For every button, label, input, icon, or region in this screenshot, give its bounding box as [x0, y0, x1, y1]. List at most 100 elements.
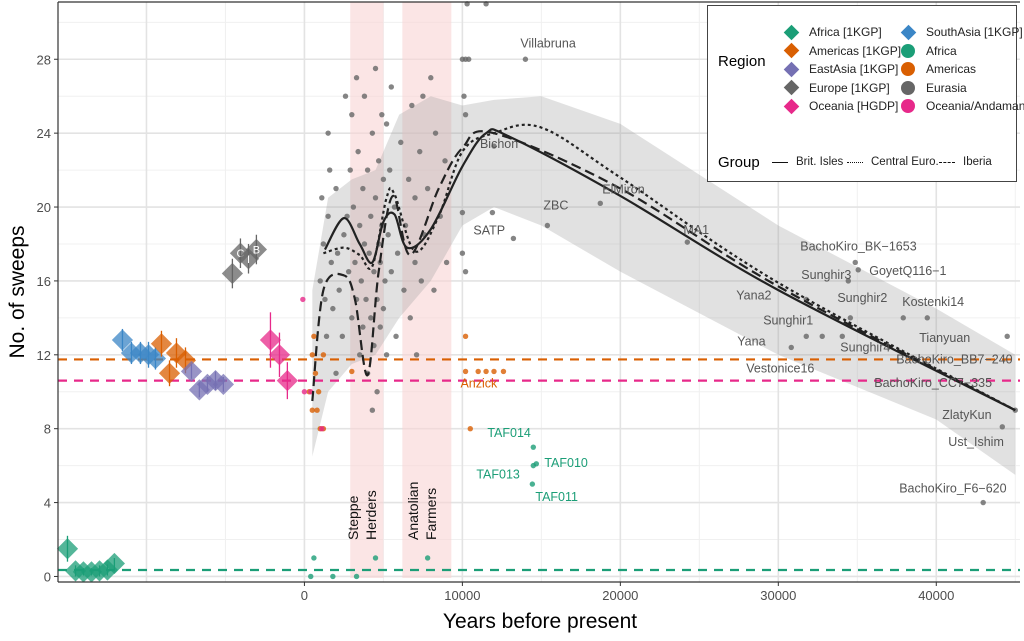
- point-eurasia: [1004, 333, 1010, 340]
- point-eurasia: [323, 333, 330, 340]
- legend-group-item: Central Euro.: [841, 156, 939, 168]
- circle-icon: [898, 60, 918, 78]
- point-eurasia: [333, 370, 339, 376]
- point-africa: [330, 573, 336, 580]
- point-eurasia: [417, 148, 423, 155]
- period-label: Anatolian: [405, 482, 421, 540]
- point-americas: [311, 333, 317, 340]
- point-eurasia: [347, 167, 353, 173]
- point-eurasia: [375, 158, 382, 164]
- annotation-label: Ust_Ishim: [948, 435, 1004, 449]
- x-axis-title: Years before present: [443, 610, 637, 633]
- legend-item-label: Eurasia: [926, 80, 967, 95]
- legend-group-label: Central Euro.: [871, 156, 939, 168]
- point-eurasia: [350, 204, 357, 210]
- annotation-label: TAF014: [487, 426, 531, 440]
- x-tick-label: 20000: [602, 588, 638, 603]
- point-eurasia: [489, 209, 496, 216]
- annotation-label: Anzick: [460, 376, 498, 390]
- point-eurasia: [383, 352, 390, 358]
- y-tick-label: 4: [44, 496, 51, 511]
- legend-item-label: Americas [1KGP]: [809, 43, 902, 58]
- solid-line-icon: [772, 161, 788, 163]
- point-eurasia: [684, 239, 691, 245]
- point-eurasia: [322, 296, 328, 303]
- point-eurasia: [325, 213, 331, 219]
- point-eurasia: [424, 185, 431, 192]
- annotation-label: TAF013: [476, 468, 520, 482]
- y-tick-label: 28: [37, 52, 51, 67]
- point-eurasia: [900, 315, 906, 321]
- point-americas: [315, 389, 322, 395]
- point-eurasia: [432, 130, 439, 136]
- point-americas: [309, 352, 316, 358]
- point-eurasia: [398, 139, 404, 146]
- point-africa: [529, 481, 536, 487]
- point-eurasia: [788, 344, 794, 351]
- y-tick-label: 12: [37, 348, 51, 363]
- point-eurasia: [388, 84, 395, 90]
- point-eurasia: [377, 324, 383, 330]
- legend-item: Oceania/Andamans: [898, 97, 1024, 115]
- confidence-ribbon: [312, 96, 1016, 475]
- point-eurasia: [420, 93, 426, 99]
- legend-item: EastAsia [1KGP]: [781, 60, 898, 78]
- period-band: [350, 2, 384, 578]
- diamond-icon: [781, 23, 801, 41]
- curve-iberia: [311, 130, 1016, 412]
- point-africa: [530, 444, 537, 450]
- point-africa: [424, 555, 431, 561]
- point-eurasia: [412, 195, 418, 201]
- point-eurasia: [999, 424, 1006, 430]
- legend-group-label: Brit. Isles: [796, 156, 844, 168]
- annotation-label: BachoKiro_CC7−335: [874, 376, 992, 390]
- legend-item: Americas: [898, 60, 976, 78]
- point-americas: [462, 368, 469, 375]
- point-eurasia: [522, 56, 529, 62]
- point-eurasia: [325, 130, 331, 136]
- legend: Region Africa [1KGP] Americas [1KGP] EastA…: [707, 5, 1024, 182]
- annotation-label: Yana: [737, 334, 765, 348]
- point-eurasia: [368, 315, 374, 321]
- point-eurasia: [355, 148, 361, 155]
- point-americas: [491, 368, 497, 375]
- point-americas: [462, 333, 469, 340]
- point-eurasia: [320, 241, 327, 247]
- legend-region-title: Region: [718, 53, 766, 70]
- point-eurasia: [353, 75, 360, 81]
- diamond-africa: [103, 552, 125, 575]
- point-eurasia: [544, 222, 551, 229]
- annotation-label: BachoKiro_BB7−240: [896, 352, 1012, 366]
- period-label: Farmers: [423, 488, 439, 540]
- point-eurasia: [466, 56, 472, 62]
- legend-item-label: Oceania [HGDP]: [809, 99, 899, 113]
- point-eurasia: [431, 287, 437, 293]
- point-eurasia: [361, 241, 368, 247]
- point-eurasia: [342, 93, 349, 99]
- legend-item-label: EastAsia [1KGP]: [809, 62, 899, 76]
- circle-icon: [898, 79, 918, 97]
- annotation-label: Villabruna: [520, 36, 575, 50]
- x-tick-label: 30000: [760, 588, 796, 603]
- legend-item: SouthAsia [1KGP]: [898, 23, 1023, 41]
- point-eurasia: [360, 185, 366, 192]
- annotation-label: Tianyuan: [919, 331, 970, 345]
- point-eurasia: [462, 268, 469, 275]
- point-eurasia: [412, 259, 418, 266]
- point-eurasia: [407, 315, 413, 321]
- diamond-africa: [56, 538, 79, 560]
- annotation-label: Sunghir1: [763, 313, 813, 327]
- legend-group-item: Iberia: [933, 156, 992, 168]
- point-eurasia: [330, 305, 336, 312]
- point-eurasia: [368, 213, 374, 219]
- point-eurasia: [401, 287, 407, 293]
- period-band: [402, 2, 452, 578]
- point-eurasia: [413, 352, 420, 358]
- y-tick-label: 16: [37, 274, 51, 289]
- point-eurasia: [371, 268, 377, 275]
- point-eurasia: [352, 259, 358, 266]
- point-americas: [500, 368, 507, 375]
- point-oceania-andamans: [319, 425, 325, 432]
- point-eurasia: [326, 167, 333, 173]
